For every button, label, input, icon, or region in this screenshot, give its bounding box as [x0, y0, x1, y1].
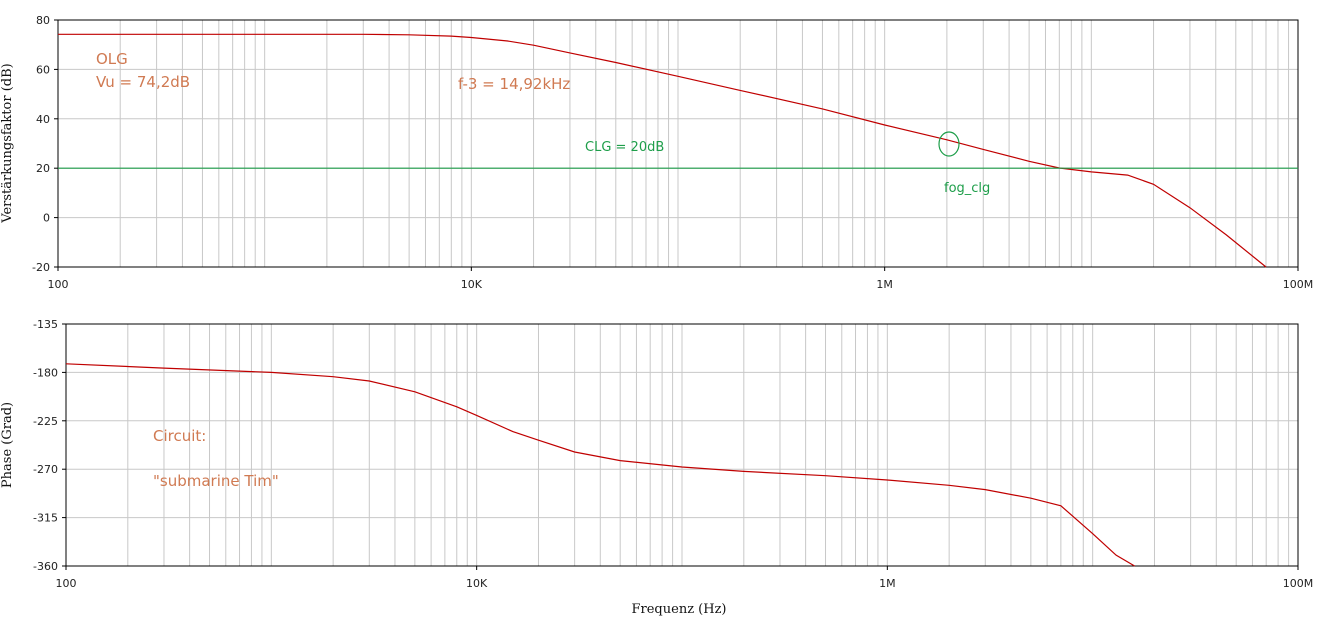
annotation-olg: OLG: [96, 50, 128, 68]
gain-y-tick-label: 40: [36, 113, 50, 126]
phase-plot-frame: [65, 323, 1299, 567]
gain-y-tick-label: 80: [36, 14, 50, 27]
gain-plot-frame: [57, 19, 1299, 268]
phase-y-tick-label: -225: [33, 415, 58, 428]
phase-x-tick-label: 1M: [879, 577, 896, 590]
gain-y-ticks: 80 60 40 20 0 -20: [32, 14, 58, 274]
phase-y-ticks: -135 -180 -225 -270 -315 -360: [33, 318, 66, 573]
phase-y-tick-label: -180: [33, 366, 58, 379]
gain-x-tick-label: 100M: [1283, 278, 1314, 291]
phase-x-tick-label: 100M: [1283, 577, 1314, 590]
gain-y-tick-label: 60: [36, 63, 50, 76]
gain-x-tick-label: 100: [48, 278, 69, 291]
gain-x-tick-label: 1M: [876, 278, 893, 291]
annotation-vu: Vu = 74,2dB: [96, 73, 190, 91]
gain-panel: 80 60 40 20 0 -20 100 10K 1M 100M Verstärkungsfa…: [0, 14, 1313, 291]
annotation-f3: f-3 = 14,92kHz: [458, 75, 570, 93]
phase-y-tick-label: -270: [33, 463, 58, 476]
annotation-fog-clg: fog_clg: [944, 181, 990, 196]
phase-y-tick-label: -315: [33, 512, 58, 525]
phase-y-axis-title: Phase (Grad): [0, 402, 15, 488]
phase-panel: -135 -180 -225 -270 -315 -360 100 10K 1M 100M Ph…: [0, 318, 1313, 617]
gain-x-ticks: 100 10K 1M 100M: [48, 267, 1314, 291]
annotation-circuit: Circuit:: [153, 427, 206, 445]
gain-grid: [57, 19, 1298, 268]
gain-y-tick-label: 20: [36, 162, 50, 175]
annotation-circuit-name: "submarine Tim": [153, 472, 279, 490]
gain-y-axis-title: Verstärkungsfaktor (dB): [0, 63, 15, 223]
phase-grid: [65, 323, 1298, 567]
phase-series-group: [65, 363, 1135, 567]
phase-y-tick-label: -135: [33, 318, 58, 331]
gain-x-tick-label: 10K: [461, 278, 483, 291]
phase-series-line-0: [65, 363, 1135, 567]
phase-x-tick-label: 100: [56, 577, 77, 590]
phase-x-axis-title: Frequenz (Hz): [632, 602, 727, 617]
gain-series-line-0: [58, 33, 1267, 268]
fog-clg-marker-circle: [938, 131, 960, 157]
gain-series-group: [58, 33, 1298, 268]
annotation-clg: CLG = 20dB: [585, 140, 664, 155]
gain-y-tick-label: 0: [43, 212, 50, 225]
phase-x-ticks: 100 10K 1M 100M: [56, 566, 1314, 590]
phase-y-tick-label: -360: [33, 560, 58, 573]
gain-y-tick-label: -20: [32, 261, 50, 274]
phase-x-tick-label: 10K: [466, 577, 488, 590]
